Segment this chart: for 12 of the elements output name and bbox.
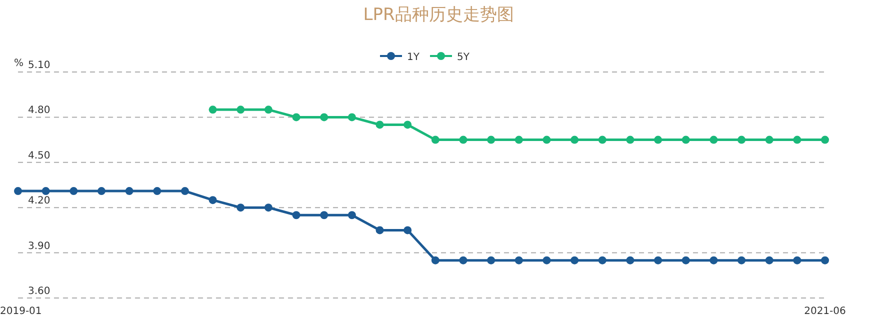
legend-label: 1Y	[407, 52, 420, 63]
y-axis-title: %	[14, 58, 24, 69]
x-tick-label: 2019-01	[0, 306, 42, 317]
chart-title: LPR品种历史走势图	[363, 5, 514, 25]
x-tick-label: 2021-06	[804, 306, 846, 317]
y-tick-label: 3.60	[28, 286, 50, 297]
y-tick-label: 4.50	[28, 150, 50, 162]
y-tick-label: 5.10	[28, 60, 50, 71]
y-tick-label: 3.90	[28, 240, 50, 252]
y-tick-label: 4.20	[28, 196, 50, 207]
y-tick-label: 4.80	[28, 105, 50, 116]
legend-label: 5Y	[457, 52, 470, 63]
